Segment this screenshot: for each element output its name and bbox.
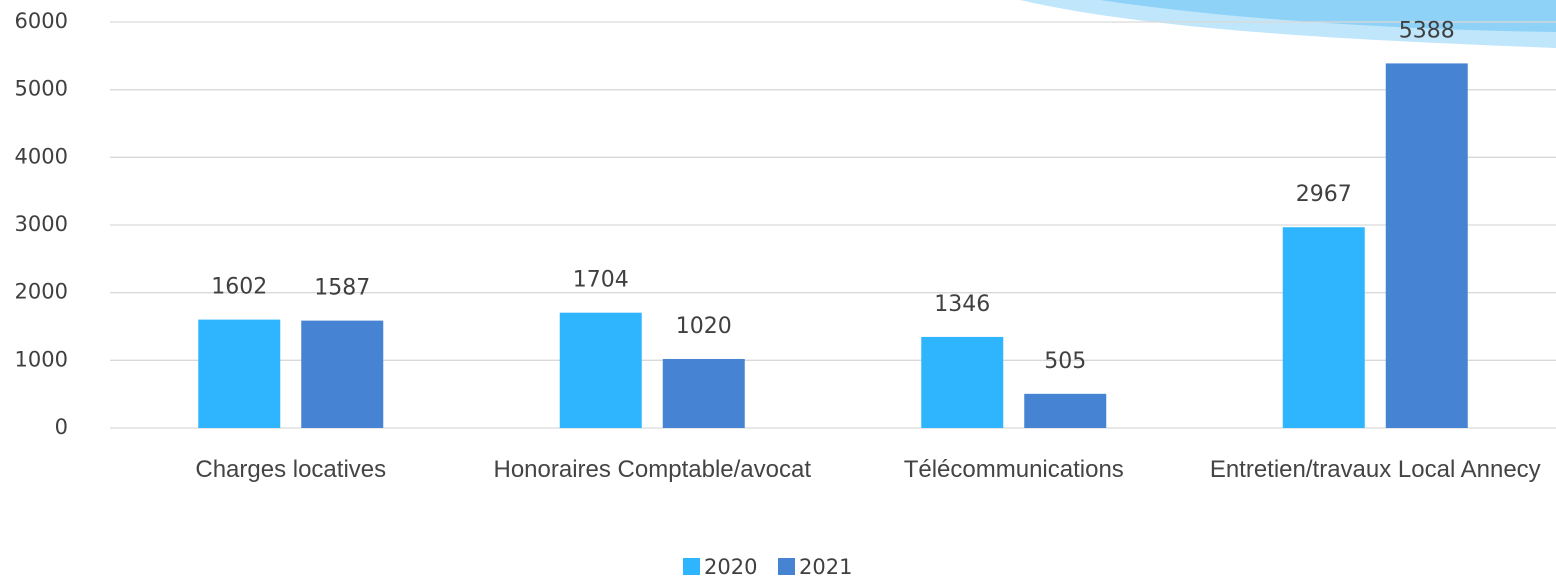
- x-tick-label: Entretien/travaux Local Annecy: [1209, 456, 1541, 483]
- data-label: 5388: [1399, 18, 1455, 43]
- x-tick-label: Charges locatives: [195, 456, 387, 483]
- y-tick-label: 6000: [15, 9, 68, 33]
- bar: [921, 336, 1004, 428]
- data-label: 1346: [934, 292, 990, 317]
- x-tick-label: Télécommunications: [903, 456, 1124, 483]
- y-tick-label: 2000: [15, 280, 68, 304]
- x-tick-label: Honoraires Comptable/avocat: [493, 456, 812, 483]
- data-label: 1704: [573, 268, 629, 293]
- legend-swatch: [778, 558, 795, 575]
- bar: [559, 312, 642, 428]
- data-label: 1602: [211, 275, 267, 300]
- bar: [1385, 63, 1468, 429]
- decoration: [1100, 0, 1556, 32]
- bar: [1282, 227, 1365, 428]
- bar: [1024, 393, 1107, 428]
- bar: [198, 319, 281, 428]
- legend-label: 2021: [799, 555, 852, 579]
- y-tick-label: 3000: [15, 212, 68, 236]
- data-label: 2967: [1296, 182, 1352, 207]
- legend-label: 2020: [704, 555, 757, 579]
- y-tick-label: 0: [55, 415, 68, 439]
- y-tick-label: 5000: [15, 77, 68, 101]
- y-tick-label: 4000: [15, 144, 68, 168]
- y-tick-label: 1000: [15, 347, 68, 371]
- bar: [301, 320, 384, 428]
- data-label: 505: [1044, 349, 1086, 374]
- bar: [662, 358, 745, 428]
- data-label: 1587: [314, 276, 370, 301]
- data-label: 1020: [676, 314, 732, 339]
- legend-swatch: [683, 558, 700, 575]
